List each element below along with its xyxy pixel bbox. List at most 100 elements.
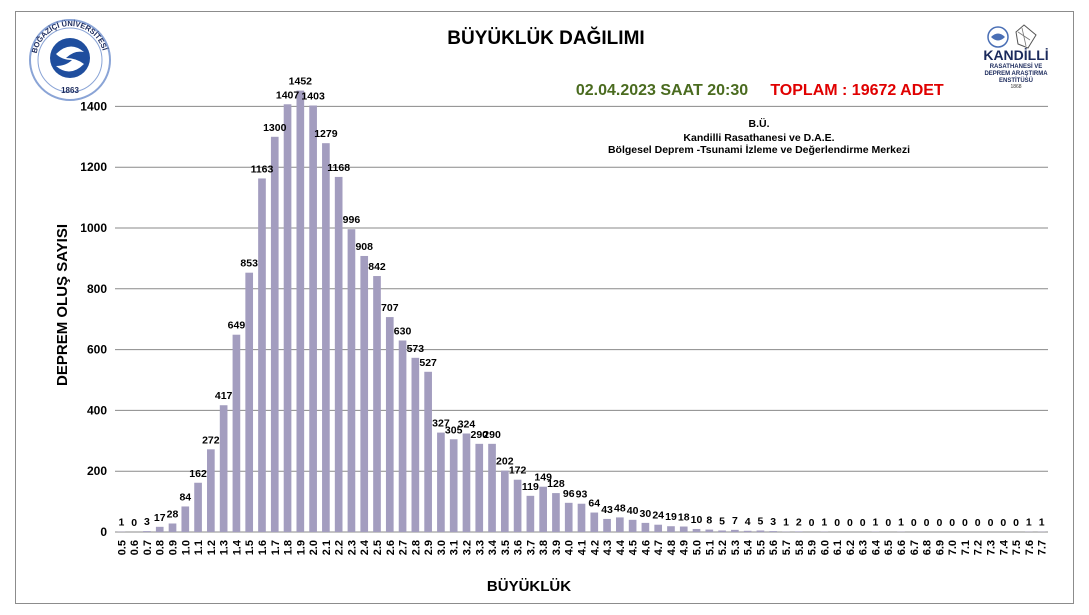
x-tick-label: 3.1	[449, 540, 461, 555]
bar	[590, 512, 599, 532]
data-label: 707	[381, 302, 399, 314]
grid-layer	[115, 105, 1048, 533]
x-tick-label: 4.1	[577, 540, 589, 555]
x-tick-label: 1.1	[193, 540, 205, 555]
data-label: 43	[601, 504, 613, 516]
data-label: 10	[691, 514, 703, 526]
data-label: 573	[407, 343, 425, 355]
kandilli-year: 1868	[1010, 84, 1021, 90]
x-tick-label: 5.7	[781, 540, 793, 555]
x-tick-label: 3.4	[487, 539, 499, 555]
x-tick-label: 5.1	[704, 540, 716, 555]
data-label: 40	[627, 505, 639, 517]
data-label: 842	[368, 261, 386, 273]
x-tick-label: 1.8	[283, 540, 295, 555]
institution-line-3: Bölgesel Deprem -Tsunami İzleme ve Değer…	[608, 143, 910, 156]
x-tick-label: 5.0	[692, 540, 704, 555]
bar	[194, 482, 202, 532]
data-label: 119	[522, 481, 539, 493]
data-label: 0	[1013, 517, 1019, 529]
bar	[654, 524, 663, 532]
x-tick-label: 4.7	[653, 540, 665, 555]
bar	[270, 136, 279, 533]
data-label: 305	[445, 424, 463, 436]
bar	[692, 528, 701, 532]
y-tick-label: 800	[87, 282, 107, 296]
x-tick-label: 6.6	[896, 540, 908, 555]
x-tick-label: 2.7	[398, 540, 410, 555]
x-tick-label: 1.9	[295, 540, 307, 555]
bar	[641, 522, 650, 532]
bar	[667, 526, 675, 532]
chart-title: BÜYÜKLÜK DAĞILIMI	[447, 27, 644, 49]
data-label: 4	[745, 516, 751, 528]
bar	[513, 479, 522, 532]
institution-line-2: Kandilli Rasathanesi ve D.A.E.	[683, 132, 834, 144]
kandilli-line3: ENSTİTÜSÜ	[999, 77, 1033, 84]
bar	[411, 357, 420, 532]
bar	[577, 503, 586, 532]
x-tick-label: 2.1	[321, 540, 333, 555]
data-label: 1300	[263, 122, 287, 134]
bar	[500, 470, 509, 532]
x-tick-label: 2.3	[346, 540, 358, 555]
data-label: 202	[496, 456, 514, 468]
data-label: 527	[419, 357, 437, 369]
data-label: 84	[179, 491, 191, 503]
bar	[155, 526, 164, 532]
data-label: 1	[898, 517, 904, 529]
institution-line-1: B.Ü.	[749, 117, 770, 130]
bar	[334, 176, 343, 533]
data-label: 649	[228, 320, 246, 332]
x-tick-label: 3.6	[513, 540, 525, 555]
bar	[232, 334, 241, 532]
x-tick-label: 3.7	[525, 540, 537, 555]
x-tick-label: 5.5	[755, 540, 767, 555]
data-label: 908	[355, 241, 373, 253]
x-tick-label: 0.9	[168, 540, 180, 555]
data-label: 0	[936, 517, 942, 529]
data-label: 0	[988, 517, 994, 529]
data-label: 3	[144, 516, 150, 528]
data-label: 0	[809, 517, 815, 529]
data-label: 996	[343, 214, 361, 226]
data-label: 64	[588, 498, 600, 510]
bar	[705, 529, 714, 532]
x-tick-label: 2.0	[308, 540, 320, 555]
data-label: 1163	[251, 163, 274, 175]
kandilli-line2: DEPREM ARAŞTIRMA	[984, 71, 1048, 77]
y-tick-label: 1400	[80, 99, 107, 113]
data-label: 0	[924, 517, 930, 529]
data-label: 128	[547, 478, 565, 490]
y-tick-labels: 0 200 400 600 800 1000 1200 1400	[80, 99, 107, 539]
data-label: 19	[665, 511, 677, 523]
data-label: 5	[719, 515, 725, 527]
bar	[539, 486, 547, 532]
y-axis-title: DEPREM OLUŞ SAYISI	[54, 224, 71, 386]
x-tick-label: 3.3	[474, 540, 486, 555]
data-label: 1	[1039, 517, 1045, 529]
x-tick-label: 6.0	[819, 540, 831, 555]
x-tick-label: 1.4	[231, 539, 243, 555]
bar	[360, 255, 369, 532]
data-label: 1403	[301, 90, 325, 102]
x-tick-label: 7.7	[1037, 540, 1049, 555]
data-label: 48	[614, 502, 626, 514]
x-tick-label: 7.3	[985, 540, 997, 555]
bar	[628, 519, 637, 532]
y-tick-label: 400	[87, 403, 107, 417]
data-label: 290	[470, 429, 488, 441]
data-label: 327	[432, 418, 450, 430]
x-tick-label: 4.6	[640, 540, 652, 555]
data-label: 3	[770, 516, 776, 528]
data-label: 93	[576, 489, 588, 501]
data-label: 1	[873, 517, 879, 529]
x-axis-title: BÜYÜKLÜK	[487, 578, 571, 595]
data-label: 0	[975, 517, 981, 529]
bar	[488, 443, 496, 532]
bar	[347, 229, 356, 532]
bar	[564, 502, 573, 532]
x-tick-label: 5.4	[743, 539, 755, 555]
data-label: 5	[758, 515, 764, 527]
